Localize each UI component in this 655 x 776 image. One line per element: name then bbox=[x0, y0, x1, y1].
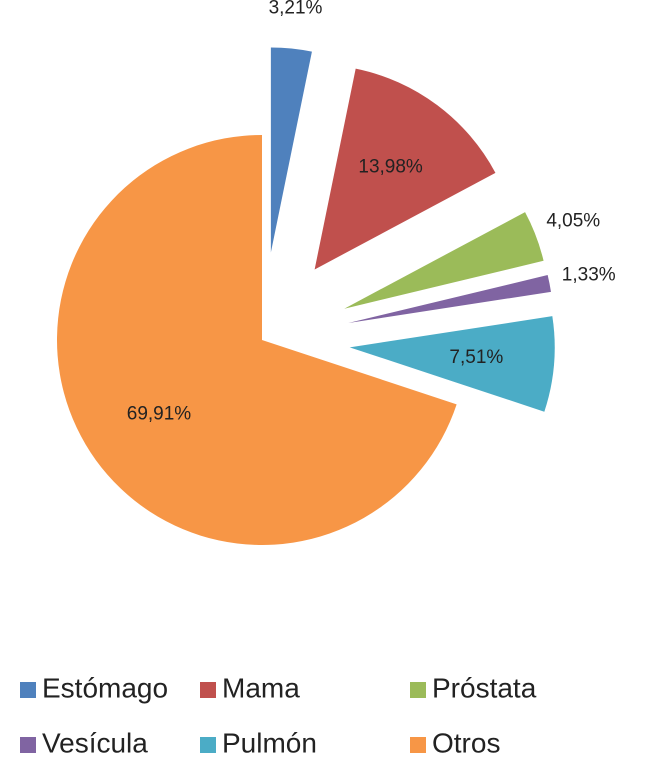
pie-slice bbox=[349, 316, 555, 412]
legend-swatch bbox=[20, 737, 36, 753]
data-label: 4,05% bbox=[546, 211, 600, 232]
pie-slice bbox=[344, 212, 544, 309]
pie-slice bbox=[56, 135, 457, 545]
legend-label: Vesícula bbox=[42, 727, 148, 758]
data-label: 7,51% bbox=[449, 347, 503, 368]
legend-label: Próstata bbox=[432, 672, 537, 703]
legend-label: Mama bbox=[222, 672, 300, 703]
legend-label: Estómago bbox=[42, 672, 168, 703]
legend-swatch bbox=[200, 737, 216, 753]
pie-slice bbox=[270, 47, 312, 253]
legend-label: Otros bbox=[432, 727, 500, 758]
data-label: 1,33% bbox=[562, 265, 616, 286]
legend-label: Pulmón bbox=[222, 727, 317, 758]
legend-swatch bbox=[20, 682, 36, 698]
pie-slice bbox=[348, 275, 551, 324]
legend-swatch bbox=[410, 737, 426, 753]
legend-swatch bbox=[200, 682, 216, 698]
legend-swatch bbox=[410, 682, 426, 698]
data-label: 69,91% bbox=[127, 403, 192, 424]
data-label: 3,21% bbox=[269, 0, 323, 19]
pie-slice bbox=[314, 68, 496, 270]
data-label: 13,98% bbox=[358, 157, 423, 178]
